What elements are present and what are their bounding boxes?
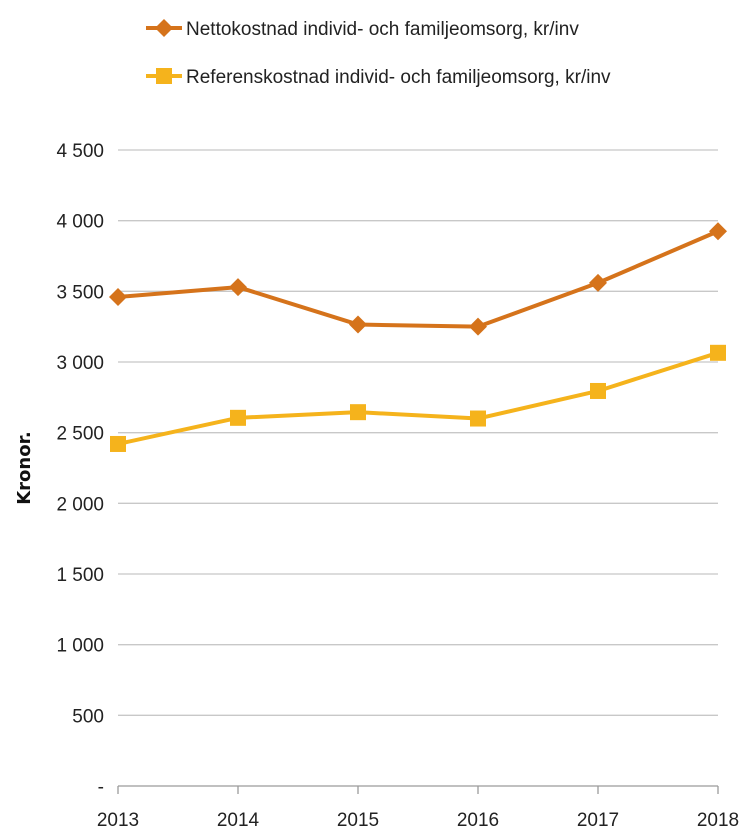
data-point [589,273,607,292]
series-2 [110,344,726,452]
legend-label: Referenskostnad individ- och familjeomso… [186,67,611,88]
y-tick-label: 3 000 [56,353,104,374]
x-tick-label: 2016 [457,810,499,831]
x-tick-label: 2013 [97,810,139,831]
x-axis: 2013 2014 2015 2016 2017 2018 [97,785,739,831]
data-point [229,278,247,297]
y-tick-label: 2 000 [56,494,104,515]
series-1 [109,222,727,336]
series-line [116,229,720,329]
y-axis-title: Kronor. [14,431,35,505]
x-tick-label: 2015 [337,810,379,831]
data-point [710,344,726,361]
data-point [469,317,487,336]
legend: Nettokostnad individ- och familjeomsorg,… [146,19,611,88]
data-point [109,287,127,306]
data-point [349,315,367,334]
data-point [350,404,366,421]
data-point [110,435,126,452]
series-line [116,350,720,446]
legend-marker [156,68,172,84]
y-tick-label: 3 500 [56,282,104,303]
y-tick-label: 4 000 [56,212,104,233]
legend-label: Nettokostnad individ- och familjeomsorg,… [186,19,579,40]
y-tick-label: 500 [72,706,104,727]
y-tick-label: 2 500 [56,424,104,445]
data-point [590,382,606,399]
data-point [230,409,246,426]
data-point [709,222,727,241]
data-point [470,410,486,427]
legend-entry: Nettokostnad individ- och familjeomsorg,… [146,19,579,40]
gridlines [118,149,718,716]
x-tick-label: 2017 [577,810,619,831]
legend-marker [155,19,173,37]
y-tick-label: 4 500 [56,141,104,162]
legend-entry: Referenskostnad individ- och familjeomso… [146,67,611,88]
x-tick-label: 2018 [697,810,739,831]
y-tick-label: 1 500 [56,565,104,586]
y-tick-label: 1 000 [56,636,104,657]
y-axis: - 500 1 000 1 500 2 000 2 500 3 000 3 500 4 000 4… [56,141,104,798]
x-tick-label: 2014 [217,810,260,831]
series-layer [109,222,727,452]
y-tick-label: - [98,777,104,798]
